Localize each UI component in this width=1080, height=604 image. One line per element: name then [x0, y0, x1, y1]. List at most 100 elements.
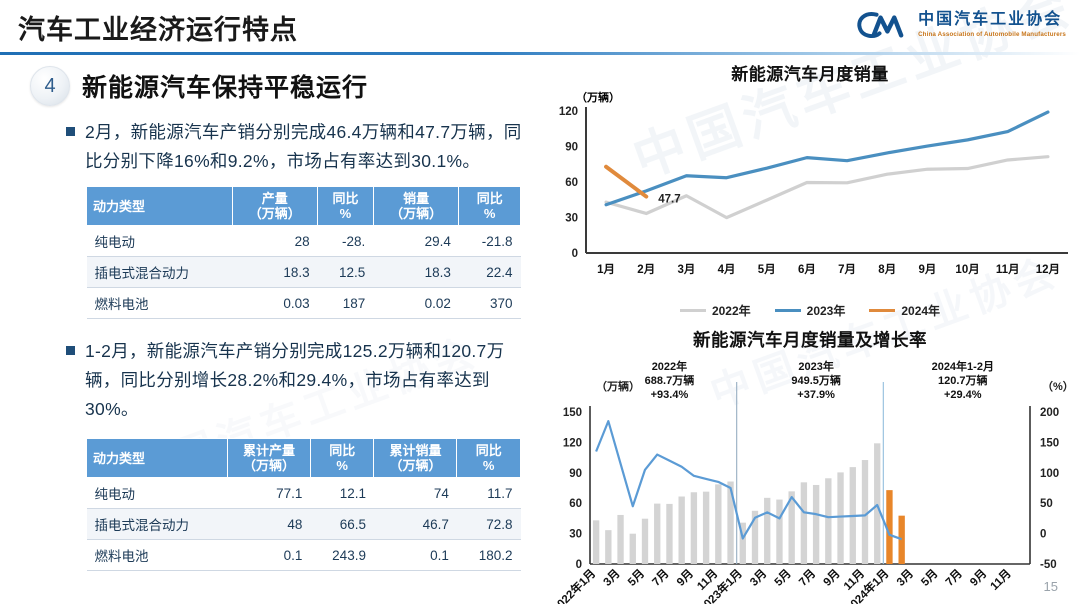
cell-power-type: 燃料电池 [86, 287, 232, 319]
table-row: 纯电动 77.1 12.1 74 11.7 [86, 477, 521, 509]
svg-text:4月: 4月 [718, 263, 736, 276]
table-header-row: 动力类型 累计产量 （万辆） 同比 % 累计销量 （万辆） [86, 438, 521, 478]
svg-text:（万辆）: （万辆） [596, 379, 640, 393]
svg-text:90: 90 [569, 468, 582, 480]
svg-text:2022年1月: 2022年1月 [549, 566, 598, 604]
table-row: 燃料电池 0.1 243.9 0.1 180.2 [86, 539, 521, 571]
table-row: 燃料电池 0.03 187 0.02 370 [86, 287, 521, 319]
svg-text:7月: 7月 [943, 567, 965, 589]
th-cum-production-yoy: 同比 % [309, 438, 375, 478]
cell-production-yoy: -28. [317, 225, 374, 257]
svg-text:9月: 9月 [918, 263, 936, 276]
section-title: 新能源汽车保持平稳运行 [82, 74, 369, 102]
svg-text:2022年: 2022年 [652, 359, 687, 373]
bullet-square-icon [66, 127, 75, 136]
legend-swatch-2022 [679, 309, 706, 312]
svg-text:7月: 7月 [838, 263, 856, 276]
svg-text:9月: 9月 [967, 567, 989, 589]
svg-text:90: 90 [565, 142, 578, 154]
th-production-yoy: 同比 % [317, 186, 374, 226]
svg-text:+29.4%: +29.4% [944, 389, 982, 401]
svg-text:6月: 6月 [798, 263, 816, 276]
svg-text:120: 120 [563, 437, 582, 449]
svg-text:3月: 3月 [747, 567, 769, 589]
chart2-title: 新能源汽车月度销量及增长率 [693, 330, 927, 350]
table-row: 纯电动 28 -28. 29.4 -21.8 [86, 225, 521, 257]
svg-text:30: 30 [569, 529, 582, 541]
svg-text:5月: 5月 [772, 567, 794, 589]
svg-text:10月: 10月 [955, 263, 979, 276]
cell-power-type: 插电式混合动力 [86, 256, 232, 288]
svg-text:-50: -50 [1040, 559, 1057, 571]
cell-production: 18.3 [232, 256, 318, 288]
cell-cum-production: 48 [227, 508, 311, 540]
cell-production: 28 [232, 225, 318, 257]
svg-text:5月: 5月 [625, 567, 647, 589]
bullet-text: 2月，新能源汽车产销分别完成46.4万辆和47.7万辆，同比分别下降16%和9.… [85, 122, 522, 171]
svg-text:+37.9%: +37.9% [797, 389, 835, 401]
svg-text:8月: 8月 [878, 263, 896, 276]
cell-cum-sales-yoy: 180.2 [456, 539, 521, 571]
th-cum-sales: 累计销量 （万辆） [373, 438, 458, 478]
svg-text:（万辆）: （万辆） [576, 90, 620, 104]
svg-text:47.7: 47.7 [658, 194, 680, 206]
th-cum-production: 累计产量 （万辆） [226, 438, 311, 478]
legend-item-2024: 2024年 [869, 302, 940, 319]
legend-label-2022: 2022年 [711, 304, 751, 318]
left-content: 2月，新能源汽车产销分别完成46.4万辆和47.7万辆，同比分别下降16%和9.… [30, 118, 530, 571]
th-production: 产量 （万辆） [231, 186, 319, 226]
svg-text:50: 50 [1040, 498, 1053, 510]
right-content: 新能源汽车月度销量 （万辆） 0 30 60 90 120 1月 2月 3月 4月 5月 6月 7月 8月… [540, 60, 1080, 604]
svg-text:5月: 5月 [758, 263, 776, 276]
caam-logo-icon [857, 12, 904, 38]
svg-text:（%）: （%） [1042, 380, 1074, 393]
cell-cum-sales-yoy: 11.7 [456, 477, 521, 509]
page-title: 汽车工业经济运行特点 [18, 15, 298, 45]
svg-text:2月: 2月 [637, 263, 655, 276]
svg-text:7月: 7月 [650, 567, 672, 589]
svg-text:120: 120 [559, 106, 578, 118]
th-power-type: 动力类型 [86, 186, 233, 226]
svg-text:12月: 12月 [1036, 263, 1060, 276]
cell-cum-sales: 46.7 [373, 508, 457, 540]
th-sales: 销量 （万辆） [372, 186, 460, 226]
cell-power-type: 纯电动 [86, 477, 228, 509]
cell-sales-yoy: 22.4 [458, 256, 521, 288]
section-number-badge: 4 [30, 66, 70, 106]
svg-text:+93.4%: +93.4% [651, 389, 689, 401]
cell-cum-sales: 74 [373, 477, 457, 509]
cell-production-yoy: 187 [317, 287, 374, 319]
legend-item-2023: 2023年 [774, 302, 845, 319]
svg-text:0: 0 [576, 559, 582, 571]
chart1-legend: 2022年 2023年 2024年 [540, 302, 1080, 319]
chart-monthly-sales-growth: （万辆） （%） 0 30 60 90 120 150 -50 0 50 100 150 200 2022年… [549, 359, 1074, 604]
svg-text:60: 60 [569, 498, 582, 510]
page-header: 汽车工业经济运行特点 中国汽车工业协会 China Association of… [0, 0, 1080, 56]
svg-text:60: 60 [565, 177, 578, 189]
cell-cum-production-yoy: 66.5 [310, 508, 374, 540]
cell-cum-production: 0.1 [227, 539, 311, 571]
svg-text:120.7万辆: 120.7万辆 [938, 373, 988, 387]
cell-power-type: 纯电动 [86, 225, 232, 257]
cell-power-type: 插电式混合动力 [86, 508, 228, 540]
cell-cum-sales-yoy: 72.8 [456, 508, 521, 540]
svg-text:7月: 7月 [796, 567, 818, 589]
bullet-square-icon [66, 346, 75, 355]
svg-text:3月: 3月 [677, 263, 695, 276]
cell-sales-yoy: 370 [458, 287, 521, 319]
chart1-title: 新能源汽车月度销量 [731, 65, 889, 84]
th-power-type: 动力类型 [86, 438, 228, 478]
bullet-item: 1-2月，新能源汽车产销分别完成125.2万辆和120.7万辆，同比分别增长28… [66, 337, 530, 424]
bullet-text: 1-2月，新能源汽车产销分别完成125.2万辆和120.7万辆，同比分别增长28… [85, 341, 505, 419]
page-number: 15 [1043, 579, 1058, 594]
svg-text:11月: 11月 [988, 567, 1014, 593]
svg-text:2023年: 2023年 [798, 359, 833, 373]
header-divider [0, 52, 1080, 55]
svg-text:30: 30 [565, 213, 578, 225]
bullet-item: 2月，新能源汽车产销分别完成46.4万辆和47.7万辆，同比分别下降16%和9.… [66, 118, 530, 176]
svg-text:9月: 9月 [674, 567, 696, 589]
legend-swatch-2023 [774, 309, 801, 312]
cell-sales: 29.4 [373, 225, 459, 257]
cell-production: 0.03 [232, 287, 318, 319]
